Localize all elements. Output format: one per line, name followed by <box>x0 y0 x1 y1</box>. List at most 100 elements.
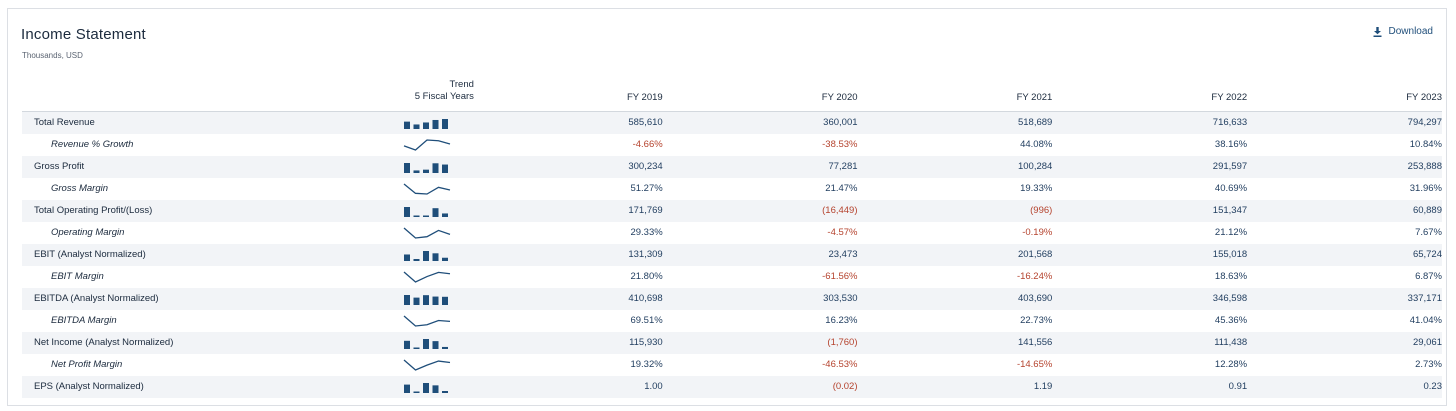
value-cell: 21.12% <box>1214 227 1248 238</box>
value-cell: 794,297 <box>1407 117 1442 129</box>
trend-bar <box>423 250 429 261</box>
income-statement-card: Income Statement Thousands, USD Download… <box>7 8 1447 406</box>
value-cell: 253,888 <box>1407 161 1442 172</box>
value-cell: 303,530 <box>823 293 858 304</box>
row-label-cell: Net Profit Margin <box>22 354 474 376</box>
row-label: EBITDA (Analyst Normalized) <box>34 293 159 304</box>
value-cell: 19.33% <box>1020 183 1053 194</box>
value-cell: 7.67% <box>1415 227 1442 238</box>
value-cell: 65,724 <box>1412 249 1442 260</box>
row-label-cell: Total Revenue <box>22 112 474 134</box>
value-cell: 141,556 <box>1017 337 1053 348</box>
value-cell: 29,061 <box>1412 337 1442 348</box>
trend-bar-sparkline <box>404 338 448 349</box>
column-header-fy2023[interactable]: FY 2023 <box>1247 68 1442 112</box>
row-label-cell: EBIT Margin <box>22 266 474 288</box>
trend-bar <box>432 207 439 217</box>
trend-bar <box>413 215 420 217</box>
column-header-fy2019[interactable]: FY 2019 <box>473 68 663 112</box>
row-label: Operating Margin <box>51 227 125 238</box>
trend-header-line2: 5 Fiscal Years <box>414 91 474 102</box>
row-label-cell: EBIT (Analyst Normalized) <box>22 244 474 266</box>
value-cell: 155,018 <box>1212 249 1248 260</box>
trend-bar <box>404 253 410 261</box>
trend-bar-sparkline <box>404 250 448 261</box>
row-label: EBIT (Analyst Normalized) <box>34 249 146 260</box>
trend-bar <box>404 162 410 173</box>
trend-bar <box>404 384 410 393</box>
table-row: Operating Margin 29.33% -4.57% -0.19% 21.12%… <box>22 222 1442 244</box>
trend-bar <box>442 390 448 393</box>
row-label: Revenue % Growth <box>51 139 134 150</box>
trend-bar <box>413 169 420 173</box>
value-cell: -16.24% <box>1016 271 1053 282</box>
trend-bar <box>442 164 448 173</box>
download-label: Download <box>1388 26 1433 37</box>
value-cell: 171,769 <box>628 205 663 216</box>
trend-line-sparkline <box>403 271 451 283</box>
trend-line-sparkline <box>403 138 451 151</box>
trend-bar <box>413 258 420 261</box>
row-label-cell: Gross Margin <box>22 178 474 200</box>
value-cell: 60,889 <box>1412 205 1442 216</box>
column-header-fy2022[interactable]: FY 2022 <box>1052 68 1248 112</box>
row-label-cell: Total Operating Profit/(Loss) <box>22 200 474 222</box>
trend-bar <box>442 346 448 349</box>
trend-bar <box>432 119 439 129</box>
value-cell: -4.57% <box>827 227 858 238</box>
trend-line-sparkline <box>403 182 451 195</box>
value-cell: 18.63% <box>1214 271 1248 282</box>
row-label-cell: Operating Margin <box>22 222 474 244</box>
trend-bar-sparkline <box>404 206 448 217</box>
trend-line <box>403 315 451 327</box>
table-row: Gross Margin 51.27% 21.47% 19.33% 40.69% 31.9… <box>22 178 1442 200</box>
column-header-fy2021[interactable]: FY 2021 <box>857 68 1053 112</box>
column-header-fy2020[interactable]: FY 2020 <box>662 68 858 112</box>
trend-bar <box>423 338 429 349</box>
row-label: Total Operating Profit/(Loss) <box>34 205 153 216</box>
value-cell: 300,234 <box>628 161 663 172</box>
value-cell: (996) <box>1030 205 1053 216</box>
row-label: EPS (Analyst Normalized) <box>34 381 144 392</box>
table-row: EBITDA (Analyst Normalized) 410,698 303,53… <box>22 287 1442 310</box>
table-row: EBIT (Analyst Normalized) 131,309 23,473 20… <box>22 243 1442 266</box>
trend-bar <box>432 296 439 305</box>
trend-bar <box>423 382 429 393</box>
units-subtitle: Thousands, USD <box>22 51 83 60</box>
value-cell: 2.73% <box>1415 359 1442 370</box>
value-cell: 31.96% <box>1409 183 1442 194</box>
trend-line-sparkline <box>403 359 451 371</box>
value-cell: 346,598 <box>1212 293 1248 304</box>
trend-line-sparkline <box>403 315 451 327</box>
value-cell: 19.32% <box>630 359 663 370</box>
table-row: Total Revenue 585,610 360,001 518,689 716,63… <box>22 111 1442 134</box>
value-cell: 41.04% <box>1409 315 1442 326</box>
value-cell: 16.23% <box>825 315 858 326</box>
value-cell: 38.16% <box>1214 139 1248 150</box>
trend-bar-sparkline <box>404 382 448 393</box>
value-cell: 1.19 <box>1033 381 1053 392</box>
value-cell: 21.80% <box>630 271 663 282</box>
row-label: EBITDA Margin <box>51 315 117 326</box>
value-cell: (0.02) <box>832 381 858 392</box>
row-label-cell: EPS (Analyst Normalized) <box>22 376 474 398</box>
value-cell: 100,284 <box>1017 161 1053 172</box>
row-label-cell: EBITDA Margin <box>22 310 474 332</box>
trend-bar <box>432 162 439 173</box>
table-row: Gross Profit 300,234 77,281 100,284 291,597 2… <box>22 155 1442 178</box>
table-body: Total Revenue 585,610 360,001 518,689 716,63… <box>22 111 1442 398</box>
row-label-cell: Revenue % Growth <box>22 134 474 156</box>
value-cell: 716,633 <box>1212 117 1248 129</box>
trend-bar <box>413 347 420 349</box>
value-cell: -61.56% <box>822 271 858 282</box>
value-cell: 69.51% <box>630 315 663 326</box>
value-cell: 12.28% <box>1214 359 1248 370</box>
trend-header-line1: Trend <box>449 79 474 90</box>
value-cell: 291,597 <box>1212 161 1248 172</box>
trend-bar <box>404 121 410 129</box>
trend-bar <box>432 384 439 393</box>
download-button[interactable]: Download <box>1373 26 1433 37</box>
income-statement-table: Trend 5 Fiscal Years FY 2019 FY 2020 FY … <box>22 68 1442 398</box>
download-icon <box>1373 26 1382 37</box>
value-cell: 337,171 <box>1407 293 1442 304</box>
